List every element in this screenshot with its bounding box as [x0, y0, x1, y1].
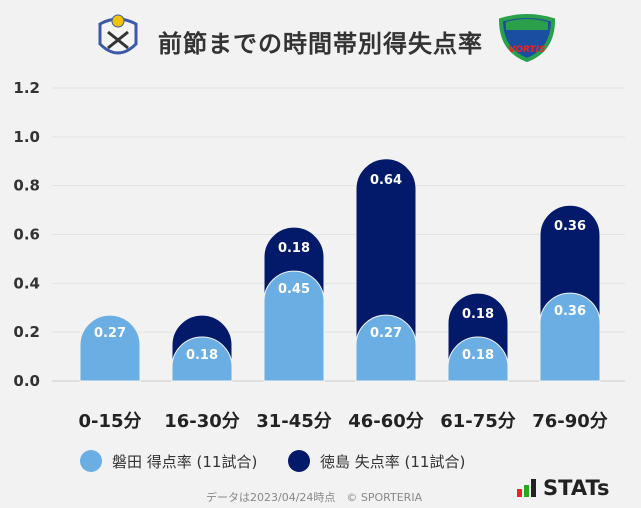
- x-tick-label: 46-60分: [348, 411, 424, 432]
- data-label-jubilo: 0.18: [186, 348, 218, 363]
- data-label-tokushima: 0.64: [370, 173, 402, 188]
- bar-jubilo-scored: [447, 336, 509, 382]
- legend-item-tokushima: 徳島 失点率 (11試合): [288, 450, 465, 472]
- bar-jubilo-scored: [79, 314, 141, 382]
- footer-note: データは2023/04/24時点 © SPORTERIA: [206, 491, 423, 504]
- stats-brand: STATs: [517, 476, 610, 500]
- data-label-jubilo: 0.27: [94, 326, 126, 341]
- chart-title: 前節までの時間帯別得失点率: [158, 30, 483, 58]
- y-tick-label: 1.2: [13, 79, 40, 97]
- stacked-bar-chart: 0.0 0.2 0.4 0.6 0.8 1.0 1.2 0.27 0-15分 0.18 16-30分…: [13, 79, 625, 432]
- bar-jubilo-scored: [171, 336, 233, 382]
- legend-swatch: [288, 450, 310, 472]
- bar-jubilo-scored: [355, 314, 417, 382]
- vortis-crest-logo: VORTIS: [498, 14, 556, 62]
- jubilo-crest-logo: [98, 14, 138, 55]
- y-tick-label: 0.6: [13, 226, 40, 244]
- svg-text:VORTIS: VORTIS: [509, 45, 546, 55]
- x-tick-label: 31-45分: [256, 411, 332, 432]
- y-tick-label: 0.8: [13, 177, 40, 195]
- data-label-jubilo: 0.36: [554, 304, 586, 319]
- stats-brand-text: STATs: [543, 476, 610, 500]
- x-tick-label: 16-30分: [164, 411, 240, 432]
- x-tick-label: 61-75分: [440, 411, 516, 432]
- bar-jubilo-scored: [539, 292, 601, 382]
- data-label-jubilo: 0.45: [278, 282, 310, 297]
- legend-label: 磐田 得点率 (11試合): [112, 452, 258, 471]
- y-tick-label: 1.0: [13, 128, 40, 146]
- y-tick-label: 0.0: [13, 372, 40, 390]
- y-tick-label: 0.2: [13, 323, 40, 341]
- y-tick-label: 0.4: [13, 274, 40, 292]
- legend-label: 徳島 失点率 (11試合): [320, 452, 466, 471]
- data-label-tokushima: 0.18: [278, 241, 310, 256]
- data-label-tokushima: 0.36: [554, 219, 586, 234]
- data-label-jubilo: 0.18: [462, 348, 494, 363]
- x-tick-label: 76-90分: [532, 411, 608, 432]
- legend-swatch: [80, 450, 102, 472]
- data-label-tokushima: 0.18: [462, 307, 494, 322]
- bar-jubilo-scored: [263, 270, 325, 382]
- legend-item-jubilo: 磐田 得点率 (11試合): [80, 450, 257, 472]
- stats-bars-icon: [517, 479, 536, 497]
- x-tick-label: 0-15分: [78, 411, 141, 432]
- data-label-jubilo: 0.27: [370, 326, 402, 341]
